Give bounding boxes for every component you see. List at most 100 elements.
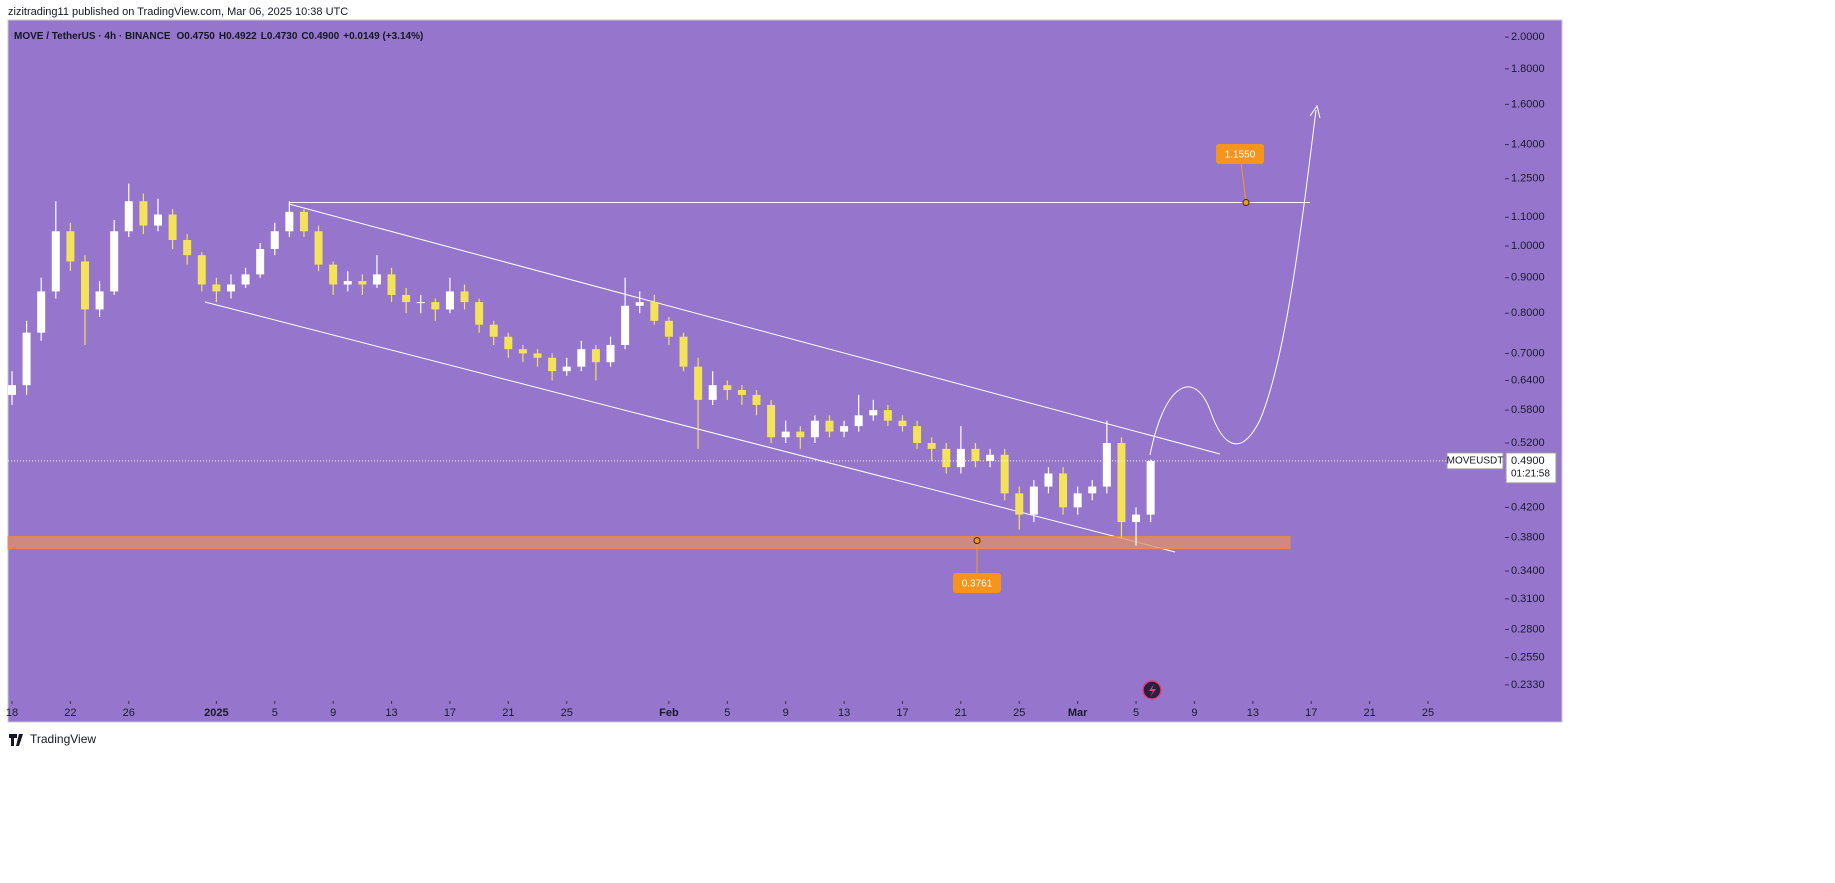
y-tick-label: 0.6400: [1511, 374, 1545, 386]
candle-body: [1029, 486, 1038, 515]
candle-body: [168, 214, 177, 241]
candle-body: [635, 302, 644, 306]
x-tick-label: 25: [561, 707, 573, 719]
candle-body: [869, 410, 878, 416]
candle-body: [1088, 486, 1097, 494]
candle-body: [299, 211, 308, 232]
candle-body: [358, 281, 367, 285]
x-tick-label: 2025: [204, 707, 228, 719]
x-tick-label: Mar: [1068, 707, 1088, 719]
symbol-tag: [1446, 452, 1504, 470]
y-tick-label: 0.3800: [1511, 531, 1545, 543]
candle-body: [197, 255, 206, 285]
y-tick-label: 0.3100: [1511, 593, 1545, 605]
candle-body: [1102, 443, 1111, 487]
x-tick-label: 21: [502, 707, 514, 719]
candle-body: [621, 305, 630, 345]
candle-body: [825, 420, 834, 432]
x-tick-label: 9: [783, 707, 789, 719]
candle-body: [591, 349, 600, 363]
x-tick-label: 22: [64, 707, 76, 719]
candle-body: [314, 231, 323, 265]
annotation-label: 0.3761: [962, 579, 993, 590]
footer-brand: TradingView: [30, 732, 96, 746]
candle-body: [241, 274, 250, 285]
candle-body: [1015, 493, 1024, 515]
candle-body: [840, 426, 849, 432]
x-tick-label: 9: [1191, 707, 1197, 719]
x-tick-label: 25: [1422, 707, 1434, 719]
candle-body: [153, 214, 162, 226]
candle-body: [329, 264, 338, 285]
x-tick-label: 5: [272, 707, 278, 719]
candle-body: [387, 274, 396, 295]
candle-body: [256, 249, 265, 275]
y-tick-label: 1.1000: [1511, 211, 1545, 223]
legend-key: C: [301, 31, 308, 42]
candle-body: [518, 349, 527, 354]
candle-body: [110, 231, 119, 292]
x-tick-label: 13: [1247, 707, 1259, 719]
candle-body: [679, 336, 688, 367]
price-tag-countdown: 01:21:58: [1511, 469, 1550, 480]
candle-body: [1073, 493, 1082, 508]
y-tick-label: 1.6000: [1511, 98, 1545, 110]
candle-body: [942, 448, 951, 468]
candle-body: [139, 201, 148, 226]
candle-body: [1044, 473, 1053, 487]
candle-body: [533, 353, 542, 358]
legend-value: 0.4922: [226, 31, 257, 42]
legend-key: O: [177, 31, 185, 42]
candle-body: [1059, 473, 1068, 508]
candle-body: [1132, 514, 1141, 523]
legend: MOVE / TetherUS · 4h · BINANCE O0.4750 H0.…: [14, 31, 423, 42]
y-tick-label: 0.7000: [1511, 347, 1545, 359]
candle-body: [898, 420, 907, 427]
legend-key: L: [261, 31, 267, 42]
x-tick-label: 5: [724, 707, 730, 719]
legend-value: 0.4750: [184, 31, 215, 42]
y-tick-label: 2.0000: [1511, 31, 1545, 43]
footer-logo: TradingView: [9, 732, 96, 746]
legend-value: 0.4900: [309, 31, 340, 42]
candle-body: [66, 231, 75, 262]
logo-mark: [9, 734, 23, 746]
annotation-box: [1216, 144, 1264, 164]
candle-body: [650, 302, 659, 321]
legend-symbol: MOVE / TetherUS · 4h · BINANCE: [14, 31, 171, 42]
x-tick-label: 26: [123, 707, 135, 719]
candle-body: [504, 336, 513, 350]
candle-body: [577, 349, 586, 367]
y-tick-label: 1.8000: [1511, 63, 1545, 75]
y-tick-label: 0.9000: [1511, 272, 1545, 284]
candle-body: [489, 324, 498, 337]
x-tick-label: 9: [330, 707, 336, 719]
annotation-point: [973, 537, 981, 545]
y-tick-label: 0.2800: [1511, 623, 1545, 635]
x-tick-label: 17: [1305, 707, 1317, 719]
y-tick-label: 0.5800: [1511, 404, 1545, 416]
candle-body: [8, 385, 16, 395]
candle-body: [226, 284, 235, 292]
candle-body: [475, 302, 484, 325]
candle-body: [183, 240, 192, 256]
candle-body: [124, 201, 133, 232]
candle-body: [431, 302, 440, 310]
channel-upper: [288, 203, 1221, 455]
candle-body: [664, 320, 673, 337]
x-tick-label: 17: [444, 707, 456, 719]
candle-body: [460, 291, 469, 303]
x-tick-label: 17: [896, 707, 908, 719]
publisher-line: zizitrading11 published on TradingView.c…: [8, 6, 348, 18]
annotation-label: 1.1550: [1225, 150, 1256, 161]
candle-body: [95, 291, 104, 310]
candle-body: [37, 291, 46, 333]
chart-layer: 2.0000 1.8000 1.6000 1.4000 1.2500 1.1000 1.00…: [6, 31, 1557, 719]
x-tick-label: 13: [385, 707, 397, 719]
annotation-point: [1242, 199, 1250, 207]
y-tick-label: 0.8000: [1511, 307, 1545, 319]
legend-change: +0.0149 (+3.14%): [343, 31, 423, 42]
candle-body: [1117, 443, 1126, 523]
x-tick-label: 18: [6, 707, 18, 719]
